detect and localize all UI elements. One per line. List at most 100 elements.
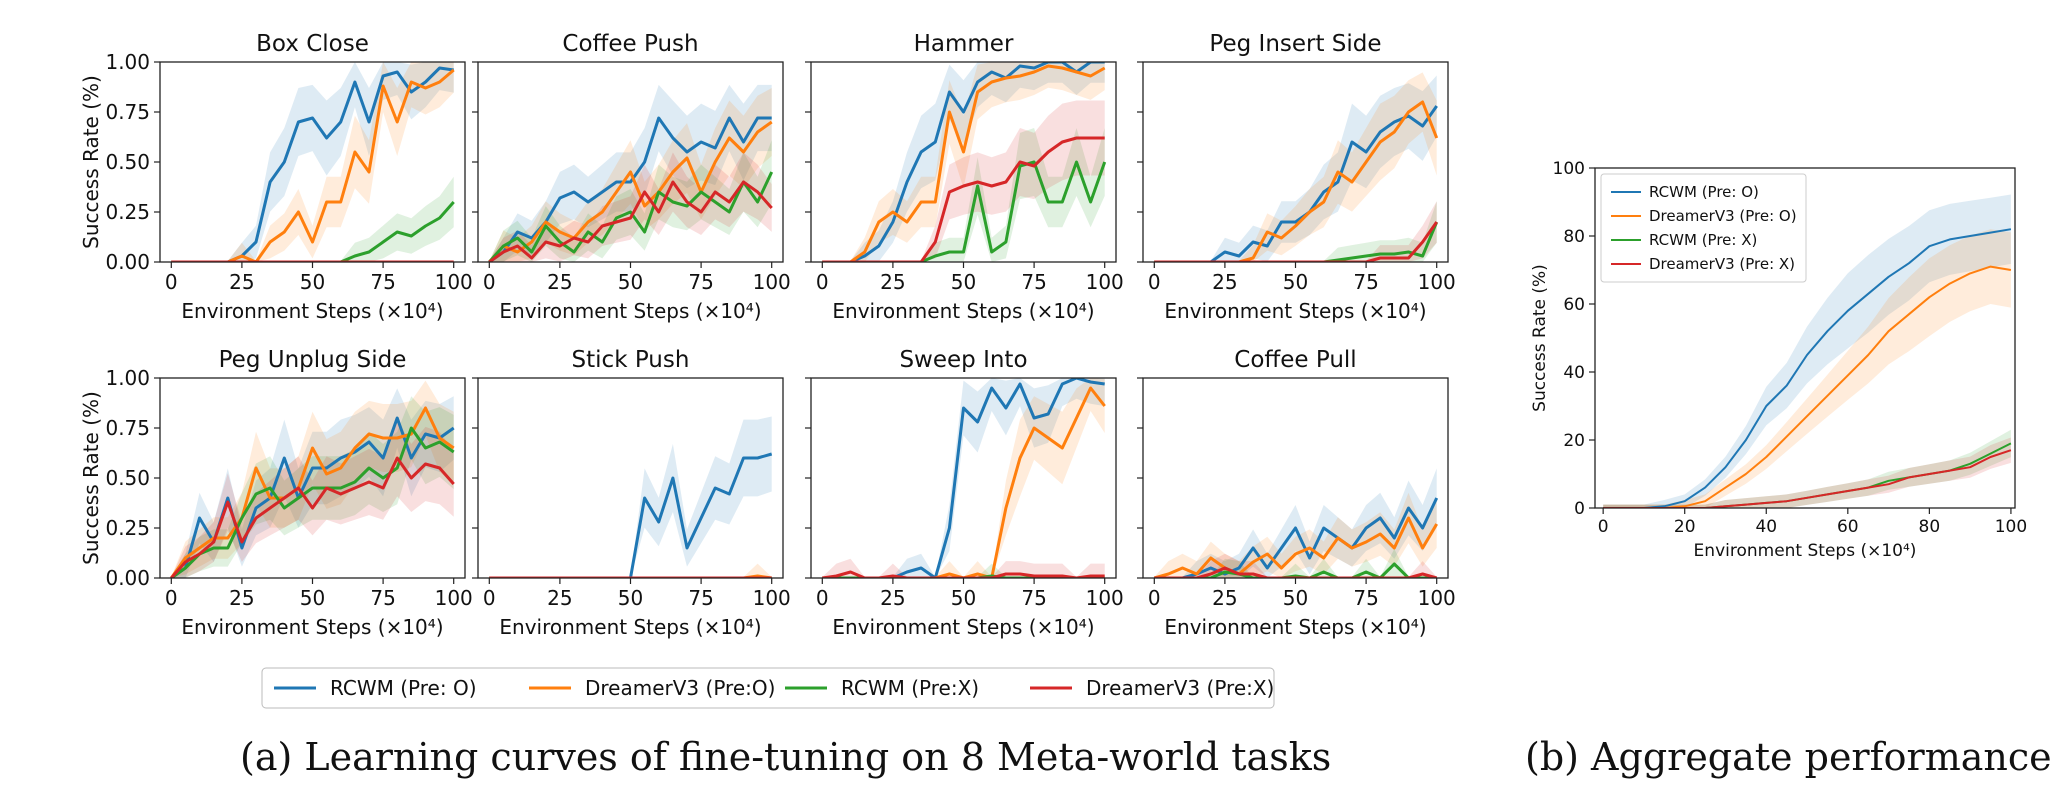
- line-hammer-dreamerv3-pre-o: [822, 64, 1106, 262]
- band-peg-insert-side-rcwm-pre-x: [1154, 201, 1437, 262]
- band-peg-insert-side-dreamerv3-pre-o: [1154, 72, 1437, 262]
- x-axis-label-sweep-into: Environment Steps (×10⁴): [832, 615, 1094, 639]
- x-axis-label-aggregate: Environment Steps (×10⁴): [1694, 541, 1917, 561]
- legend-b-box: [1600, 173, 1807, 283]
- x-tick-label-peg-insert-side-75: 75: [1353, 270, 1378, 294]
- x-tick-label-coffee-push-100: 100: [753, 270, 791, 294]
- x-tick-label-hammer-50: 50: [951, 270, 976, 294]
- x-tick-label-sweep-into-75: 75: [1021, 586, 1046, 610]
- chart-title-coffee-pull: Coffee Pull: [1234, 347, 1356, 373]
- x-tick-label-sweep-into-25: 25: [880, 586, 905, 610]
- chart-coffee-pull: [1137, 377, 1449, 584]
- legend-b: RCWM (Pre: O) DreamerV3 (Pre: O) RCWM (Pre…: [1600, 173, 1807, 283]
- chart-sweep-into: [805, 377, 1117, 584]
- x-tick-label-hammer-100: 100: [1086, 270, 1124, 294]
- x-tick-label-coffee-push-75: 75: [688, 270, 713, 294]
- chart-peg-insert-side: [1137, 61, 1449, 268]
- band-peg-insert-side-rcwm-pre-o: [1154, 75, 1437, 262]
- line-box-close-rcwm-pre-x: [171, 201, 455, 262]
- y-tick-label-aggregate-5: 100: [1553, 159, 1585, 179]
- x-tick-label-stick-push-100: 100: [753, 586, 791, 610]
- x-tick-label-peg-insert-side-100: 100: [1418, 270, 1456, 294]
- y-axis-label-box-close: Success Rate (%): [79, 75, 103, 249]
- chart-coffee-push: [472, 61, 784, 268]
- x-tick-label-box-close-100: 100: [435, 270, 473, 294]
- legend-a-label-rcwm-pre-x: RCWM (Pre:X): [841, 676, 979, 700]
- x-axis-label-coffee-push: Environment Steps (×10⁴): [499, 299, 761, 323]
- x-axis-label-peg-unplug-side: Environment Steps (×10⁴): [181, 615, 443, 639]
- x-axis-label-peg-insert-side: Environment Steps (×10⁴): [1164, 299, 1426, 323]
- y-tick-label-aggregate-4: 80: [1563, 227, 1585, 247]
- x-tick-label-sweep-into-100: 100: [1086, 586, 1124, 610]
- legend-a-label-dreamerv3-pre-o: DreamerV3 (Pre:O): [585, 676, 775, 700]
- x-tick-label-sweep-into-0: 0: [816, 586, 829, 610]
- x-tick-label-aggregate-60: 60: [1837, 517, 1859, 537]
- x-tick-label-coffee-pull-0: 0: [1148, 586, 1161, 610]
- band-peg-unplug-side-rcwm-pre-o: [171, 388, 454, 578]
- x-tick-label-coffee-push-0: 0: [483, 270, 496, 294]
- caption-b: (b) Aggregate performance: [1525, 735, 2052, 779]
- line-peg-insert-side-rcwm-pre-o: [1154, 105, 1438, 262]
- y-tick-label-aggregate-1: 20: [1563, 431, 1585, 451]
- y-tick-label-box-close-3: 0.75: [105, 100, 150, 124]
- line-coffee-pull-rcwm-pre-x: [1154, 562, 1437, 578]
- x-tick-label-coffee-pull-75: 75: [1353, 586, 1378, 610]
- x-tick-label-box-close-75: 75: [370, 270, 395, 294]
- line-hammer-rcwm-pre-o: [822, 62, 1105, 262]
- line-coffee-push-rcwm-pre-x: [488, 171, 774, 262]
- y-tick-label-aggregate-2: 40: [1563, 363, 1585, 383]
- x-tick-label-box-close-50: 50: [300, 270, 325, 294]
- x-tick-label-peg-insert-side-50: 50: [1283, 270, 1308, 294]
- plot-area-box-close: [171, 62, 455, 262]
- x-tick-label-aggregate-80: 80: [1919, 517, 1941, 537]
- line-aggregate-rcwm-pre-o: [1603, 228, 2012, 508]
- y-tick-label-peg-unplug-side-4: 1.00: [105, 366, 150, 390]
- chart-title-peg-unplug-side: Peg Unplug Side: [219, 347, 407, 373]
- y-tick-label-peg-unplug-side-0: 0.00: [105, 566, 150, 590]
- line-coffee-push-dreamerv3-pre-x: [488, 180, 773, 262]
- x-axis-label-box-close: Environment Steps (×10⁴): [181, 299, 443, 323]
- line-peg-unplug-side-rcwm-pre-x: [170, 426, 455, 578]
- line-sweep-into-rcwm-pre-o: [822, 378, 1105, 578]
- line-coffee-pull-rcwm-pre-o: [1154, 497, 1439, 578]
- x-tick-label-sweep-into-50: 50: [951, 586, 976, 610]
- plot-area-stick-push: [489, 416, 773, 578]
- line-peg-insert-side-dreamerv3-pre-x: [1154, 221, 1438, 262]
- plot-area-hammer: [822, 62, 1107, 262]
- legend-b-label-rcwm-pre-o: RCWM (Pre: O): [1649, 183, 1759, 201]
- band-sweep-into-dreamerv3-pre-x: [822, 558, 1105, 578]
- x-tick-label-stick-push-0: 0: [483, 586, 496, 610]
- x-tick-label-box-close-25: 25: [229, 270, 254, 294]
- band-box-close-dreamerv3-pre-o: [171, 62, 454, 262]
- legend-b-label-rcwm-pre-x: RCWM (Pre: X): [1649, 231, 1757, 249]
- chart-title-sweep-into: Sweep Into: [899, 347, 1027, 373]
- band-coffee-pull-rcwm-pre-o: [1154, 468, 1437, 578]
- x-tick-label-aggregate-40: 40: [1755, 517, 1777, 537]
- line-box-close-dreamerv3-pre-o: [171, 68, 455, 262]
- plot-area-sweep-into: [822, 378, 1106, 578]
- y-axis-label-peg-unplug-side: Success Rate (%): [79, 391, 103, 565]
- x-tick-label-aggregate-0: 0: [1598, 517, 1609, 537]
- x-tick-label-stick-push-75: 75: [688, 586, 713, 610]
- x-tick-label-peg-unplug-side-0: 0: [165, 586, 178, 610]
- line-hammer-rcwm-pre-x: [822, 160, 1107, 262]
- x-tick-label-coffee-pull-50: 50: [1283, 586, 1308, 610]
- x-axis-label-stick-push: Environment Steps (×10⁴): [499, 615, 761, 639]
- x-tick-label-hammer-0: 0: [816, 270, 829, 294]
- x-tick-label-box-close-0: 0: [165, 270, 178, 294]
- x-tick-label-coffee-pull-100: 100: [1418, 586, 1456, 610]
- axes-frame-aggregate: [1594, 167, 2016, 509]
- chart-title-box-close: Box Close: [256, 31, 369, 57]
- chart-stick-push: [472, 377, 784, 584]
- line-hammer-dreamerv3-pre-x: [822, 136, 1105, 262]
- line-sweep-into-dreamerv3-pre-o: [822, 386, 1106, 578]
- line-peg-unplug-side-dreamerv3-pre-o: [170, 406, 455, 578]
- y-tick-label-aggregate-0: 0: [1574, 499, 1585, 519]
- chart-aggregate: RCWM (Pre: O) DreamerV3 (Pre: O) RCWM (Pre…: [1589, 167, 2016, 514]
- chart-box-close: [154, 61, 466, 268]
- chart-peg-unplug-side: [154, 377, 466, 584]
- x-tick-label-hammer-75: 75: [1021, 270, 1046, 294]
- line-peg-unplug-side-dreamerv3-pre-x: [170, 456, 455, 578]
- y-tick-label-peg-unplug-side-2: 0.50: [105, 466, 150, 490]
